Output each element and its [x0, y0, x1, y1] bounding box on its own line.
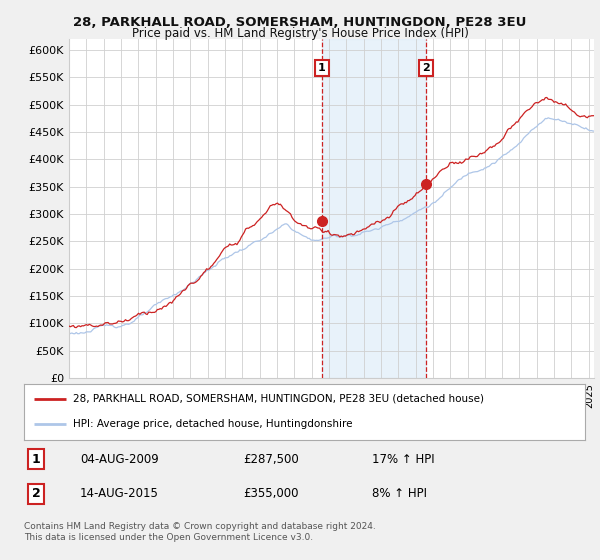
Text: 04-AUG-2009: 04-AUG-2009 — [80, 453, 159, 466]
Text: 2: 2 — [422, 63, 430, 73]
Text: £355,000: £355,000 — [243, 487, 298, 500]
Text: HPI: Average price, detached house, Huntingdonshire: HPI: Average price, detached house, Hunt… — [73, 419, 353, 429]
Text: 8% ↑ HPI: 8% ↑ HPI — [372, 487, 427, 500]
Text: Price paid vs. HM Land Registry's House Price Index (HPI): Price paid vs. HM Land Registry's House … — [131, 27, 469, 40]
Bar — [322, 39, 426, 378]
Text: 17% ↑ HPI: 17% ↑ HPI — [372, 453, 434, 466]
Text: 28, PARKHALL ROAD, SOMERSHAM, HUNTINGDON, PE28 3EU: 28, PARKHALL ROAD, SOMERSHAM, HUNTINGDON… — [73, 16, 527, 29]
Text: £287,500: £287,500 — [243, 453, 299, 466]
Text: 2: 2 — [32, 487, 41, 500]
Text: 1: 1 — [318, 63, 326, 73]
Text: Contains HM Land Registry data © Crown copyright and database right 2024.
This d: Contains HM Land Registry data © Crown c… — [24, 522, 376, 542]
Text: 28, PARKHALL ROAD, SOMERSHAM, HUNTINGDON, PE28 3EU (detached house): 28, PARKHALL ROAD, SOMERSHAM, HUNTINGDON… — [73, 394, 484, 404]
Text: 1: 1 — [32, 453, 41, 466]
Text: 14-AUG-2015: 14-AUG-2015 — [80, 487, 159, 500]
